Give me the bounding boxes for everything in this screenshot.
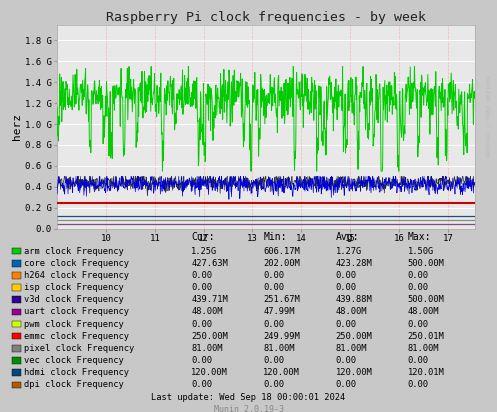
Text: 1.25G: 1.25G	[191, 247, 218, 255]
Text: 0.00: 0.00	[263, 271, 284, 280]
Text: 81.00M: 81.00M	[191, 344, 223, 353]
Text: core clock Frequency: core clock Frequency	[24, 259, 129, 268]
Text: 0.00: 0.00	[263, 283, 284, 292]
Text: hdmi clock Frequency: hdmi clock Frequency	[24, 368, 129, 377]
Text: 0.00: 0.00	[408, 320, 428, 328]
Text: 0.00: 0.00	[335, 380, 356, 389]
Text: 120.00M: 120.00M	[335, 368, 372, 377]
Text: 500.00M: 500.00M	[408, 295, 444, 304]
Text: 0.00: 0.00	[263, 356, 284, 365]
Y-axis label: herz: herz	[12, 113, 22, 140]
Text: dpi clock Frequency: dpi clock Frequency	[24, 380, 124, 389]
Text: 439.88M: 439.88M	[335, 295, 372, 304]
Text: 202.00M: 202.00M	[263, 259, 300, 268]
Text: v3d clock Frequency: v3d clock Frequency	[24, 295, 124, 304]
Text: 0.00: 0.00	[263, 320, 284, 328]
Text: 251.67M: 251.67M	[263, 295, 300, 304]
Text: 500.00M: 500.00M	[408, 259, 444, 268]
Text: vec clock Frequency: vec clock Frequency	[24, 356, 124, 365]
Text: 120.01M: 120.01M	[408, 368, 444, 377]
Text: emmc clock Frequency: emmc clock Frequency	[24, 332, 129, 341]
Text: pwm clock Frequency: pwm clock Frequency	[24, 320, 124, 328]
Text: arm clock Frequency: arm clock Frequency	[24, 247, 124, 255]
Text: Last update: Wed Sep 18 00:00:01 2024: Last update: Wed Sep 18 00:00:01 2024	[152, 393, 345, 402]
Text: 48.00M: 48.00M	[408, 307, 439, 316]
Text: 249.99M: 249.99M	[263, 332, 300, 341]
Text: 0.00: 0.00	[408, 283, 428, 292]
Title: Raspberry Pi clock frequencies - by week: Raspberry Pi clock frequencies - by week	[106, 11, 426, 23]
Text: 0.00: 0.00	[191, 283, 212, 292]
Text: Avg:: Avg:	[335, 232, 359, 242]
Text: 48.00M: 48.00M	[335, 307, 367, 316]
Text: 0.00: 0.00	[335, 356, 356, 365]
Text: 0.00: 0.00	[191, 271, 212, 280]
Text: 48.00M: 48.00M	[191, 307, 223, 316]
Text: 0.00: 0.00	[408, 380, 428, 389]
Text: Max:: Max:	[408, 232, 431, 242]
Text: 0.00: 0.00	[191, 380, 212, 389]
Text: 0.00: 0.00	[263, 380, 284, 389]
Text: 250.00M: 250.00M	[191, 332, 228, 341]
Text: Cur:: Cur:	[191, 232, 215, 242]
Text: 0.00: 0.00	[191, 320, 212, 328]
Text: Munin 2.0.19-3: Munin 2.0.19-3	[214, 405, 283, 412]
Text: 120.00M: 120.00M	[263, 368, 300, 377]
Text: 427.63M: 427.63M	[191, 259, 228, 268]
Text: 1.27G: 1.27G	[335, 247, 362, 255]
Text: 0.00: 0.00	[408, 356, 428, 365]
Text: h264 clock Frequency: h264 clock Frequency	[24, 271, 129, 280]
Text: isp clock Frequency: isp clock Frequency	[24, 283, 124, 292]
Text: 0.00: 0.00	[335, 283, 356, 292]
Text: uart clock Frequency: uart clock Frequency	[24, 307, 129, 316]
Text: 423.28M: 423.28M	[335, 259, 372, 268]
Text: 439.71M: 439.71M	[191, 295, 228, 304]
Text: 250.01M: 250.01M	[408, 332, 444, 341]
Text: 81.00M: 81.00M	[408, 344, 439, 353]
Text: Min:: Min:	[263, 232, 287, 242]
Text: pixel clock Frequency: pixel clock Frequency	[24, 344, 134, 353]
Text: RRDTOOL / TOBI OETIKER: RRDTOOL / TOBI OETIKER	[486, 74, 491, 157]
Text: 81.00M: 81.00M	[263, 344, 295, 353]
Text: 47.99M: 47.99M	[263, 307, 295, 316]
Text: 250.00M: 250.00M	[335, 332, 372, 341]
Text: 1.50G: 1.50G	[408, 247, 434, 255]
Text: 0.00: 0.00	[191, 356, 212, 365]
Text: 0.00: 0.00	[335, 320, 356, 328]
Text: 0.00: 0.00	[335, 271, 356, 280]
Text: 120.00M: 120.00M	[191, 368, 228, 377]
Text: 0.00: 0.00	[408, 271, 428, 280]
Text: 81.00M: 81.00M	[335, 344, 367, 353]
Text: 606.17M: 606.17M	[263, 247, 300, 255]
